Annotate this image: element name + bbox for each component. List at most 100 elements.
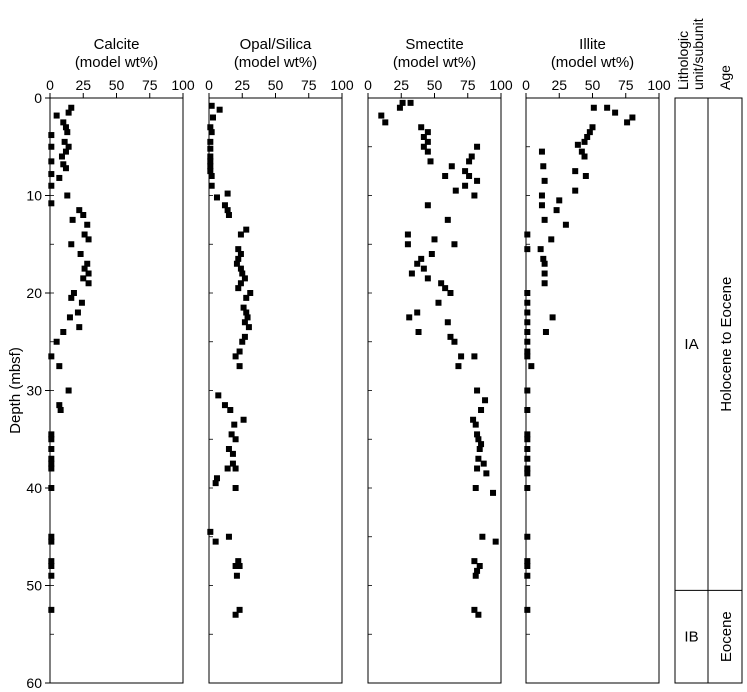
panels: Calcite(model wt%)0 25 50 75 100Opal/Silica(…	[46, 36, 671, 684]
data-point	[471, 606, 478, 613]
data-point	[65, 143, 72, 150]
panel-subtitle: (model wt%)	[234, 54, 317, 71]
data-point	[236, 563, 243, 569]
data-point	[237, 280, 244, 287]
panel-frame	[525, 97, 660, 684]
data-point	[466, 158, 473, 165]
data-point	[64, 129, 71, 136]
data-point	[471, 192, 478, 199]
data-point	[462, 182, 469, 189]
data-point	[471, 558, 478, 565]
x-tick-label: 25	[551, 77, 567, 93]
data-point	[524, 558, 531, 565]
data-point	[524, 533, 531, 540]
data-point	[444, 319, 451, 326]
data-point	[524, 246, 531, 253]
panel-subtitle: (model wt%)	[551, 54, 634, 71]
data-point	[229, 460, 236, 467]
data-point	[48, 431, 55, 438]
data-point	[396, 104, 403, 111]
data-point	[458, 353, 465, 360]
data-point	[60, 119, 67, 126]
data-point	[224, 207, 231, 214]
unit-label: IA	[684, 336, 698, 353]
data-point	[584, 134, 591, 140]
depth-tick-label: 20	[26, 285, 42, 301]
data-point	[207, 124, 214, 131]
data-point	[232, 353, 239, 360]
data-point	[541, 270, 548, 277]
data-point	[404, 231, 411, 238]
data-point	[236, 606, 243, 613]
data-point	[435, 299, 442, 306]
data-point	[581, 153, 588, 160]
data-point	[236, 363, 243, 370]
data-point	[60, 329, 67, 335]
x-tick-label: 0	[205, 77, 213, 93]
panel-title: Illite	[579, 36, 606, 53]
data-point	[212, 538, 219, 545]
data-point	[76, 324, 83, 331]
data-point	[541, 280, 548, 287]
data-point	[228, 431, 235, 438]
data-point	[232, 611, 239, 618]
depth-tick-label: 40	[26, 480, 42, 496]
data-point	[243, 294, 250, 301]
data-point	[53, 112, 60, 119]
data-point	[229, 450, 236, 457]
data-point	[382, 119, 389, 126]
x-tick-label: 50	[109, 77, 125, 93]
data-point	[239, 270, 246, 277]
panel-frame	[367, 97, 502, 684]
age-label: Holocene to Eocene	[718, 277, 735, 412]
data-point	[562, 221, 569, 228]
data-point	[235, 246, 242, 253]
data-point	[524, 470, 531, 477]
data-point	[208, 182, 215, 189]
data-point	[84, 260, 91, 267]
data-point	[232, 465, 239, 472]
data-point	[224, 465, 231, 472]
data-point	[65, 387, 72, 394]
data-point	[85, 270, 92, 277]
depth-tick-label: 50	[26, 578, 42, 594]
x-tick-label: 25	[75, 77, 91, 93]
data-point	[48, 353, 55, 360]
data-point	[474, 177, 481, 184]
data-point	[455, 363, 462, 370]
unit-header-line2: unit/subunit	[690, 18, 706, 90]
data-point	[431, 236, 438, 243]
data-point	[474, 431, 481, 438]
data-point	[66, 314, 73, 321]
data-point	[65, 109, 72, 116]
data-point	[424, 202, 431, 209]
data-point	[68, 241, 75, 248]
x-tick-label: 0	[364, 77, 372, 93]
data-point	[524, 407, 531, 413]
x-tick-label: 50	[268, 77, 284, 93]
panel-frame	[208, 97, 343, 684]
data-point	[48, 171, 55, 178]
data-point	[524, 431, 531, 438]
data-point	[474, 567, 481, 574]
data-point	[208, 173, 215, 179]
data-point	[48, 465, 55, 472]
data-point	[590, 104, 597, 111]
data-point	[60, 161, 67, 168]
data-point	[233, 260, 240, 267]
panel-calcite: Calcite(model wt%) 0 25 50 75 100	[46, 36, 195, 684]
x-tick-label: 100	[330, 77, 354, 93]
data-point	[69, 216, 76, 223]
data-point	[589, 124, 596, 131]
age-label: Eocene	[718, 611, 735, 662]
data-point	[207, 153, 214, 160]
data-point	[420, 134, 427, 140]
x-tick-label: 0	[522, 77, 530, 93]
data-point	[243, 309, 250, 316]
x-tick-label: 50	[427, 77, 443, 93]
data-point	[418, 255, 425, 262]
data-point	[524, 338, 531, 345]
data-point	[62, 124, 69, 131]
data-point	[476, 563, 483, 569]
